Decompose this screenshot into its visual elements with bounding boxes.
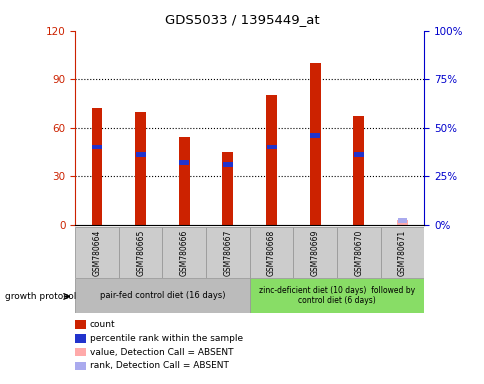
Text: growth protocol: growth protocol <box>5 292 76 301</box>
Text: GSM780671: GSM780671 <box>397 229 406 276</box>
FancyBboxPatch shape <box>249 227 293 278</box>
FancyBboxPatch shape <box>162 227 206 278</box>
Text: value, Detection Call = ABSENT: value, Detection Call = ABSENT <box>90 348 233 357</box>
FancyBboxPatch shape <box>75 278 249 313</box>
FancyBboxPatch shape <box>75 227 119 278</box>
Text: GSM780668: GSM780668 <box>267 229 275 276</box>
Bar <box>179 160 189 165</box>
Bar <box>310 133 319 138</box>
Bar <box>353 116 363 225</box>
Bar <box>222 152 233 225</box>
Text: count: count <box>90 320 115 329</box>
Bar <box>309 63 320 225</box>
Text: GSM780664: GSM780664 <box>92 229 101 276</box>
FancyBboxPatch shape <box>206 227 249 278</box>
FancyBboxPatch shape <box>380 227 424 278</box>
Bar <box>135 111 146 225</box>
FancyBboxPatch shape <box>119 227 162 278</box>
FancyBboxPatch shape <box>336 227 380 278</box>
Bar <box>179 137 189 225</box>
Text: GSM780665: GSM780665 <box>136 229 145 276</box>
Bar <box>353 152 363 157</box>
Bar <box>92 145 102 149</box>
FancyBboxPatch shape <box>293 227 336 278</box>
Text: GSM780666: GSM780666 <box>180 229 188 276</box>
Text: GSM780670: GSM780670 <box>354 229 363 276</box>
Bar <box>223 162 232 167</box>
Text: percentile rank within the sample: percentile rank within the sample <box>90 334 242 343</box>
FancyBboxPatch shape <box>249 278 424 313</box>
Bar <box>91 108 102 225</box>
Bar <box>136 152 145 157</box>
Text: GSM780669: GSM780669 <box>310 229 319 276</box>
Text: GSM780667: GSM780667 <box>223 229 232 276</box>
Text: GDS5033 / 1395449_at: GDS5033 / 1395449_at <box>165 13 319 26</box>
Text: rank, Detection Call = ABSENT: rank, Detection Call = ABSENT <box>90 361 228 371</box>
Bar <box>266 95 276 225</box>
Bar <box>396 220 407 225</box>
Bar <box>397 218 407 223</box>
Text: zinc-deficient diet (10 days)  followed by
control diet (6 days): zinc-deficient diet (10 days) followed b… <box>258 286 414 305</box>
Text: pair-fed control diet (16 days): pair-fed control diet (16 days) <box>100 291 225 300</box>
Bar <box>266 145 276 149</box>
